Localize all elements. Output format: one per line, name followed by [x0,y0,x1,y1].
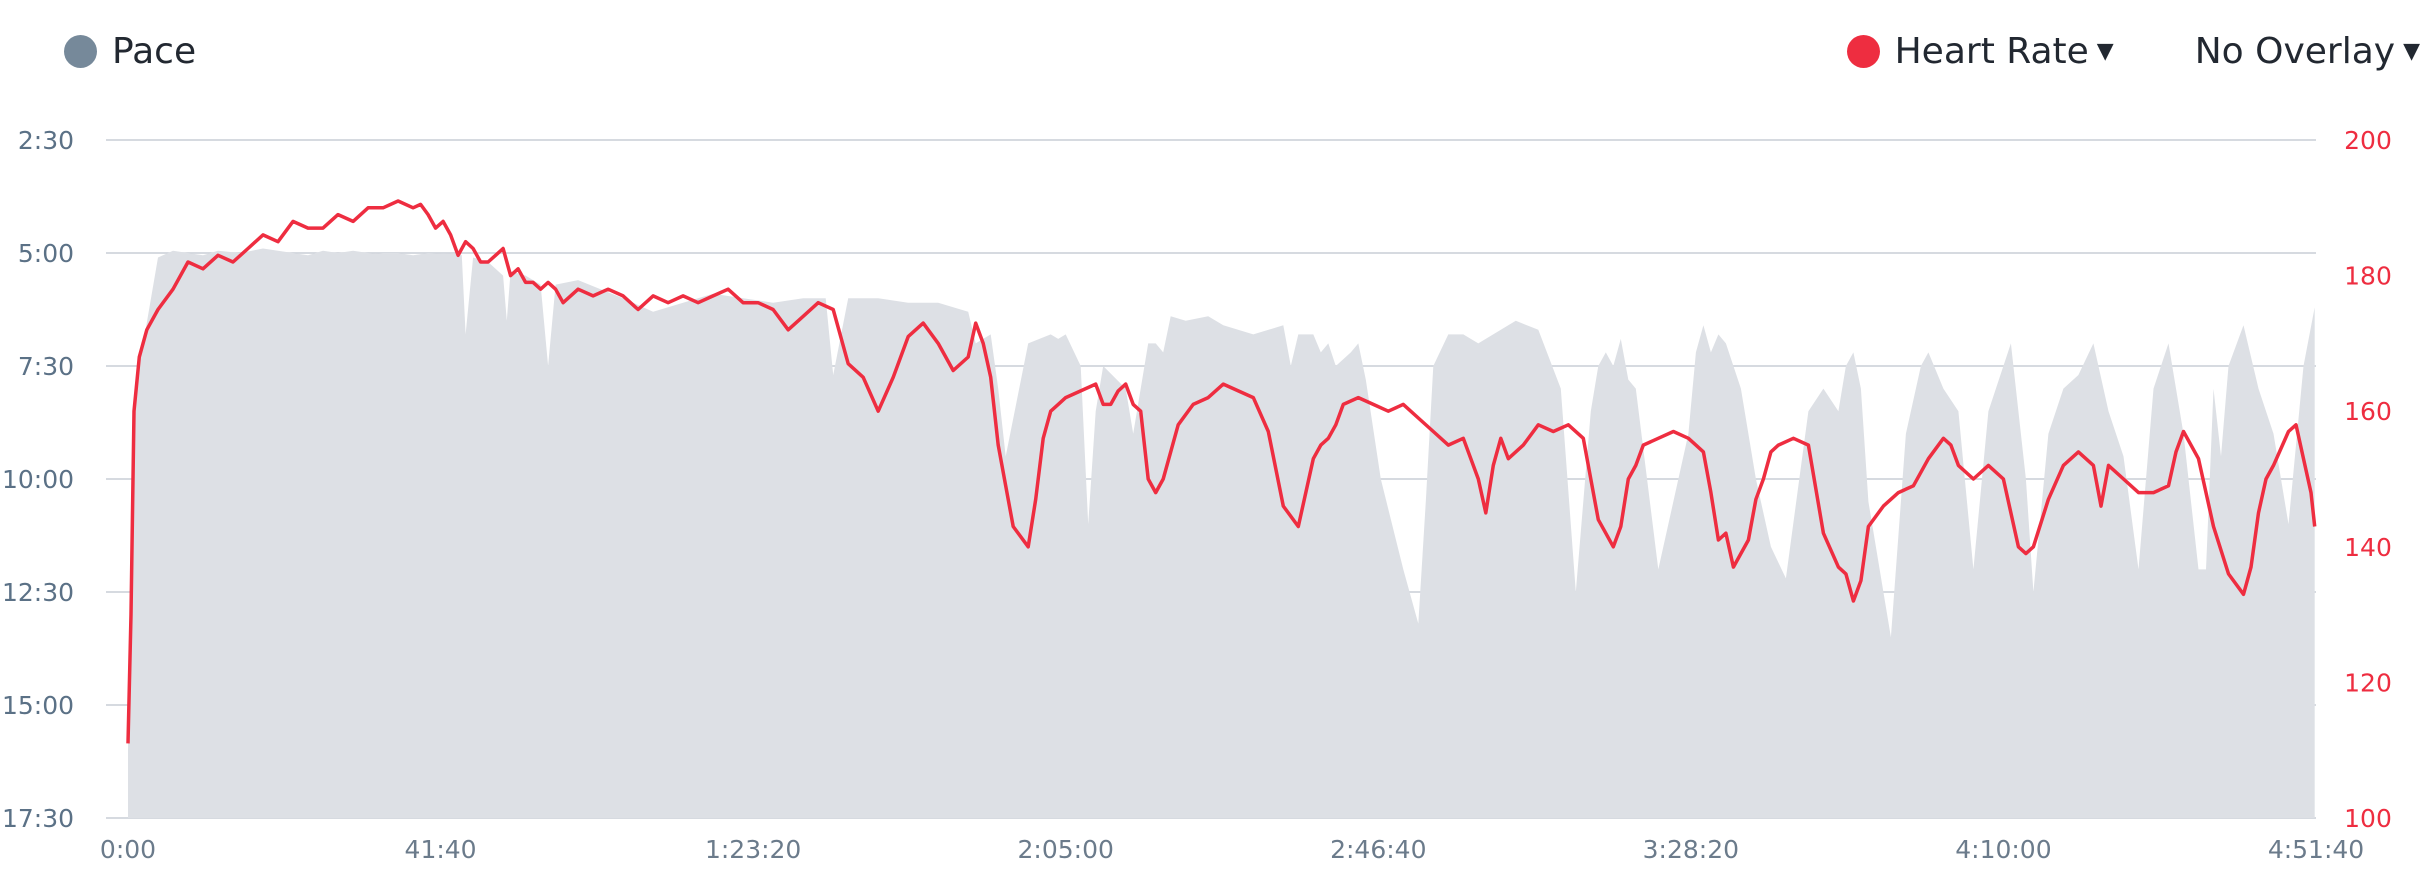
heart-rate-axis: 200 180 160 140 120 100 [2344,126,2392,833]
pace-tick-label: 2:30 [18,126,74,155]
caret-down-icon: ▼ [2096,38,2114,64]
time-tick-label: 41:40 [405,835,477,864]
pace-tick-label: 12:30 [2,578,74,607]
time-tick-label: 4:51:40 [2268,835,2364,864]
time-tick-label: 2:46:40 [1330,835,1426,864]
pace-axis: 2:30 5:00 7:30 10:00 12:30 15:00 17:30 [2,126,74,833]
pace-tick-label: 5:00 [18,239,74,268]
time-axis: 0:00 41:40 1:23:20 2:05:00 2:46:40 3:28:20 4:1… [100,835,2364,864]
heart-rate-tick-label: 180 [2344,262,2392,291]
time-tick-label: 2:05:00 [1018,835,1114,864]
pace-legend-dot-icon [64,34,97,68]
pace-tick-label: 10:00 [2,465,74,494]
caret-down-icon: ▼ [2403,38,2420,64]
heart-rate-legend-dot-icon [1846,34,1880,68]
heart-rate-tick-label: 120 [2344,668,2392,697]
pace-area [128,248,2315,818]
series-selectors: Heart Rate ▼ No Overlay ▼ [1846,24,2420,78]
overlay-selector[interactable]: No Overlay ▼ [2180,31,2420,72]
pace-legend: Pace [64,26,196,76]
heart-rate-selector-label: Heart Rate [1894,30,2089,72]
time-tick-label: 0:00 [100,835,156,864]
overlay-selector-label: No Overlay [2194,30,2396,72]
pace-tick-label: 15:00 [2,691,74,720]
pace-tick-label: 17:30 [2,804,74,833]
heart-rate-line [126,199,2317,744]
time-tick-label: 4:10:00 [1955,835,2051,864]
heart-rate-tick-label: 200 [2344,126,2392,155]
pace-tick-label: 7:30 [18,352,74,381]
pace-legend-label: Pace [112,30,197,72]
time-tick-label: 1:23:20 [705,835,801,864]
heart-rate-selector[interactable]: Heart Rate ▼ [1846,30,2114,72]
time-tick-label: 3:28:20 [1643,835,1739,864]
heart-rate-tick-label: 160 [2344,397,2392,426]
heart-rate-tick-label: 140 [2344,533,2392,562]
heart-rate-tick-label: 100 [2344,804,2392,833]
